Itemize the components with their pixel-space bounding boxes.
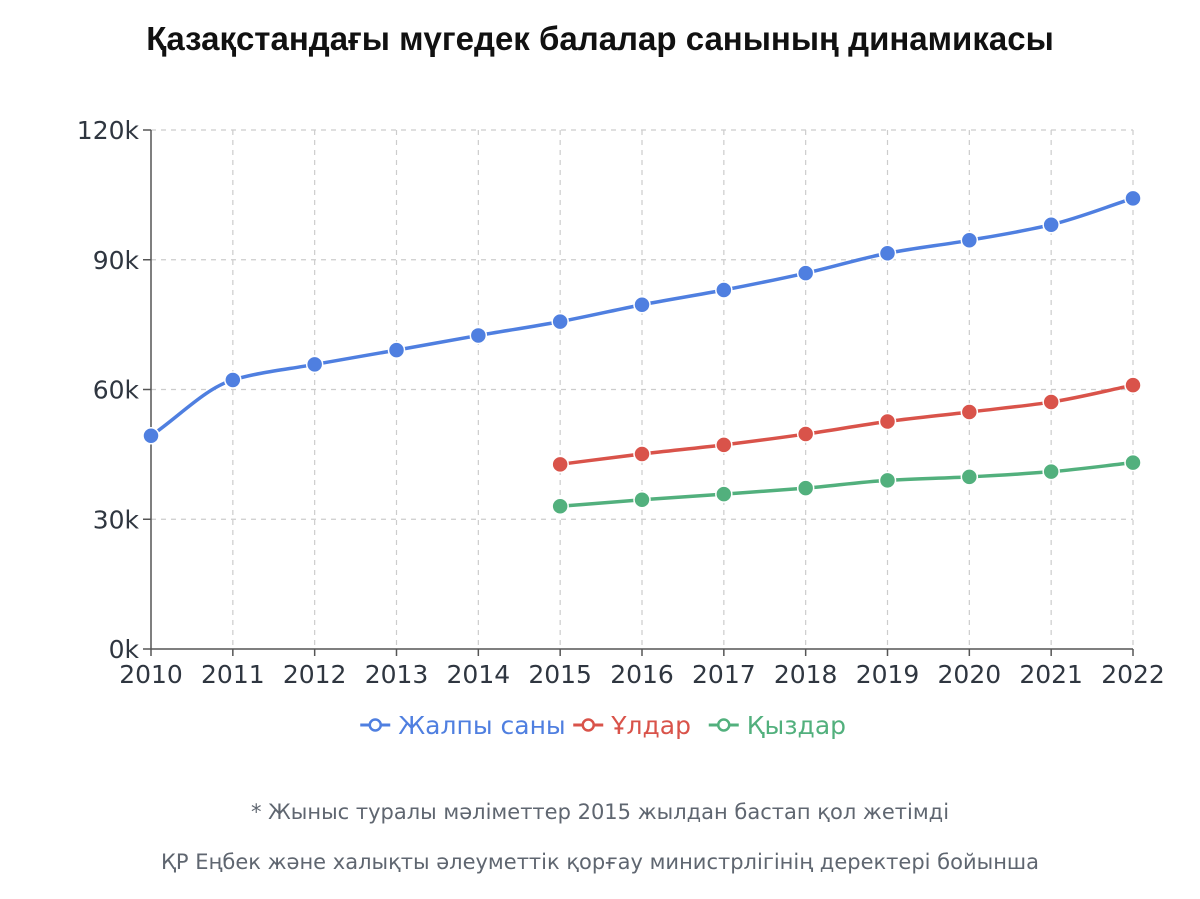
series-point-1 — [715, 436, 733, 454]
series-point-1 — [551, 455, 569, 474]
legend-marker-icon — [717, 718, 731, 732]
chart-title: Қазақстандағы мүгедек балалар санының ди… — [146, 20, 1054, 57]
footnote: * Жыныс туралы мәліметтер 2015 жылдан ба… — [250, 800, 950, 824]
series-point-1 — [1042, 393, 1060, 411]
series-point-2 — [1124, 453, 1142, 472]
series-point-0 — [224, 371, 242, 389]
x-tick-label: 2018 — [774, 660, 838, 689]
legend-marker-icon — [581, 718, 595, 732]
series-point-0 — [387, 341, 406, 359]
series-point-2 — [878, 471, 897, 490]
series-point-0 — [715, 281, 733, 299]
series-point-0 — [878, 244, 897, 263]
x-tick-label: 2014 — [447, 660, 511, 689]
series-point-2 — [551, 497, 569, 516]
series-point-0 — [1124, 189, 1142, 208]
x-tick-label: 2019 — [856, 660, 920, 689]
legend-label: Қыздар — [747, 711, 846, 740]
y-tick-label: 90k — [93, 246, 140, 275]
y-tick-label: 30k — [93, 505, 140, 534]
series-point-1 — [633, 445, 651, 463]
x-tick-label: 2013 — [365, 660, 429, 689]
series-point-0 — [960, 231, 979, 250]
y-tick-label: 60k — [93, 376, 140, 405]
series-point-2 — [633, 491, 651, 509]
x-tick-label: 2011 — [201, 660, 265, 689]
series-point-2 — [1042, 462, 1060, 481]
series-point-2 — [715, 485, 733, 503]
legend-label: Ұлдар — [610, 711, 691, 740]
y-tick-label: 120k — [77, 116, 140, 145]
series-point-2 — [796, 479, 815, 497]
x-tick-label: 2015 — [528, 660, 592, 689]
x-tick-label: 2017 — [692, 660, 756, 689]
series-point-0 — [1042, 215, 1060, 234]
x-tick-label: 2012 — [283, 660, 347, 689]
series-point-1 — [796, 425, 815, 443]
series-point-1 — [1124, 376, 1142, 394]
series-point-0 — [142, 427, 160, 445]
series-point-2 — [960, 468, 979, 486]
source-note: ҚР Еңбек және халықты әлеуметтік қорғау … — [160, 850, 1040, 874]
series-point-0 — [469, 326, 488, 345]
x-tick-label: 2016 — [610, 660, 674, 689]
series-point-1 — [960, 403, 979, 421]
x-tick-label: 2020 — [938, 660, 1002, 689]
series-point-0 — [305, 355, 324, 374]
legend-marker-icon — [368, 718, 382, 732]
x-tick-label: 2010 — [119, 660, 183, 689]
x-tick-label: 2021 — [1019, 660, 1083, 689]
legend-label: Жалпы саны — [398, 711, 565, 740]
series-point-0 — [551, 312, 569, 331]
series-point-1 — [878, 412, 897, 431]
series-point-0 — [796, 264, 815, 282]
x-tick-label: 2022 — [1101, 660, 1165, 689]
y-tick-label: 0k — [109, 635, 140, 664]
series-point-0 — [633, 295, 651, 314]
